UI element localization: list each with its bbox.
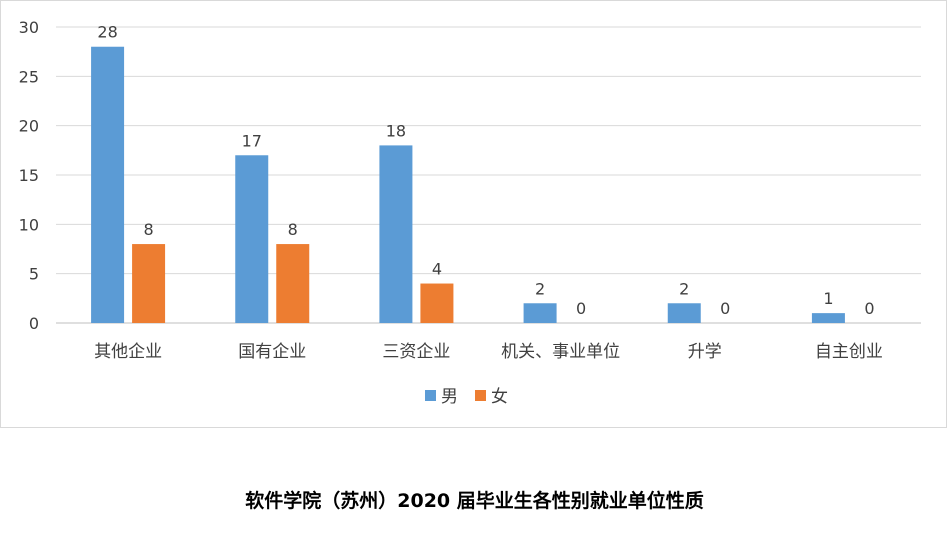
category-label: 自主创业 bbox=[815, 342, 883, 362]
data-label: 1 bbox=[823, 289, 833, 308]
category-label: 国有企业 bbox=[238, 342, 306, 362]
y-tick-label: 0 bbox=[29, 314, 39, 333]
legend-swatch bbox=[475, 390, 486, 401]
category-label: 升学 bbox=[688, 342, 722, 362]
category-label: 其他企业 bbox=[94, 342, 162, 362]
legend-label: 男 bbox=[441, 387, 458, 407]
data-label: 0 bbox=[576, 299, 586, 318]
y-tick-label: 5 bbox=[29, 265, 39, 284]
chart-frame: 0 5 10 15 20 25 30 28 8 17 8 18 4 2 0 2 0 1 0 其他企业 国有企业 三资企… bbox=[0, 0, 947, 428]
data-label: 0 bbox=[864, 299, 874, 318]
y-axis-ticks: 0 5 10 15 20 25 30 bbox=[19, 18, 39, 333]
y-tick-label: 30 bbox=[19, 18, 39, 37]
data-label: 17 bbox=[242, 131, 262, 150]
data-labels: 28 8 17 8 18 4 2 0 2 0 1 0 bbox=[97, 23, 874, 318]
bars bbox=[91, 46, 845, 323]
chart-caption: 软件学院（苏州）2020 届毕业生各性别就业单位性质 bbox=[245, 490, 704, 512]
bar bbox=[667, 303, 701, 323]
data-label: 8 bbox=[143, 220, 153, 239]
bar bbox=[379, 145, 413, 323]
y-tick-label: 10 bbox=[19, 215, 39, 234]
bar bbox=[420, 283, 454, 323]
category-label: 三资企业 bbox=[382, 342, 450, 362]
bar bbox=[276, 244, 310, 323]
gridlines bbox=[56, 26, 921, 324]
bar bbox=[235, 155, 269, 323]
bar bbox=[132, 244, 166, 323]
data-label: 18 bbox=[386, 121, 406, 140]
y-tick-label: 15 bbox=[19, 166, 39, 185]
data-label: 2 bbox=[679, 279, 689, 298]
bar bbox=[811, 313, 845, 323]
data-label: 28 bbox=[97, 23, 117, 42]
y-tick-label: 25 bbox=[19, 67, 39, 86]
data-label: 4 bbox=[432, 260, 442, 279]
data-label: 2 bbox=[535, 279, 545, 298]
category-label: 机关、事业单位 bbox=[501, 342, 620, 362]
legend-label: 女 bbox=[491, 387, 508, 407]
legend-swatch bbox=[425, 390, 436, 401]
data-label: 0 bbox=[720, 299, 730, 318]
x-axis-categories: 其他企业 国有企业 三资企业 机关、事业单位 升学 自主创业 bbox=[94, 342, 883, 362]
bar bbox=[523, 303, 557, 323]
data-label: 8 bbox=[288, 220, 298, 239]
y-tick-label: 20 bbox=[19, 117, 39, 136]
bar bbox=[91, 46, 125, 323]
legend: 男女 bbox=[425, 387, 508, 407]
